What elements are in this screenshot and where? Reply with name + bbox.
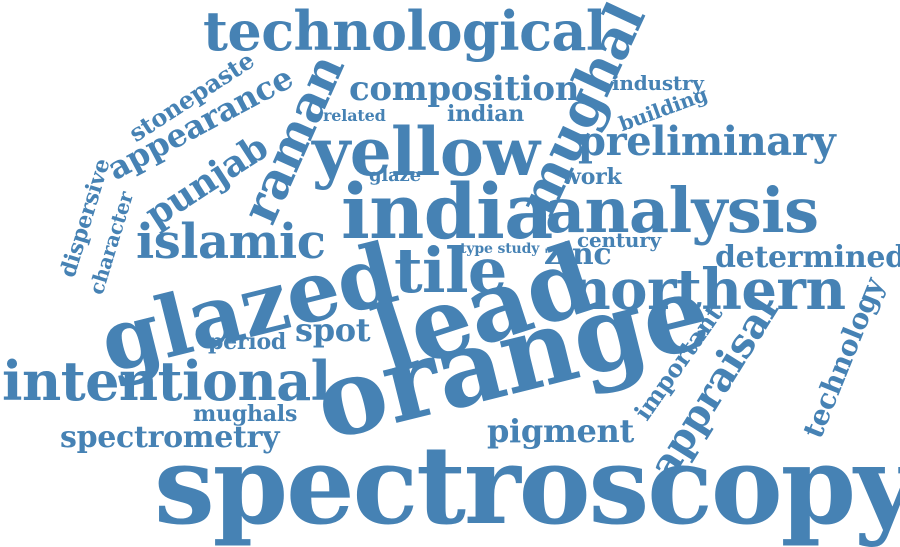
word-work: work: [562, 164, 622, 190]
word-mughals: mughals: [193, 401, 298, 427]
word-india: india: [341, 167, 553, 256]
word-type-study: type study: [460, 241, 540, 257]
word-pigment: pigment: [487, 412, 634, 450]
word-intentional: intentional: [2, 349, 331, 413]
word-analysis: analysis: [545, 174, 819, 247]
word-century: century: [577, 228, 661, 252]
word-tile: tile: [394, 234, 507, 307]
word-spectrometry: spectrometry: [60, 420, 280, 455]
word-determined: determined: [715, 240, 900, 275]
word-zinc: zinc: [544, 237, 612, 272]
word-islamic: islamic: [136, 214, 326, 270]
word-industry: industry: [612, 71, 704, 95]
word-northern: northern: [570, 257, 846, 323]
word-preliminary: preliminary: [578, 118, 836, 165]
word-spectroscopy: spectroscopy: [154, 423, 900, 547]
word-indian: indian: [447, 101, 525, 127]
word-spot: spot: [295, 311, 371, 349]
word-yellow: yellow: [312, 113, 540, 191]
word-period: period: [208, 329, 287, 355]
word-technological: technological: [203, 0, 606, 63]
word-related: related: [323, 106, 386, 125]
word-composition: composition: [349, 69, 580, 109]
word-glaze: glaze: [369, 165, 421, 186]
